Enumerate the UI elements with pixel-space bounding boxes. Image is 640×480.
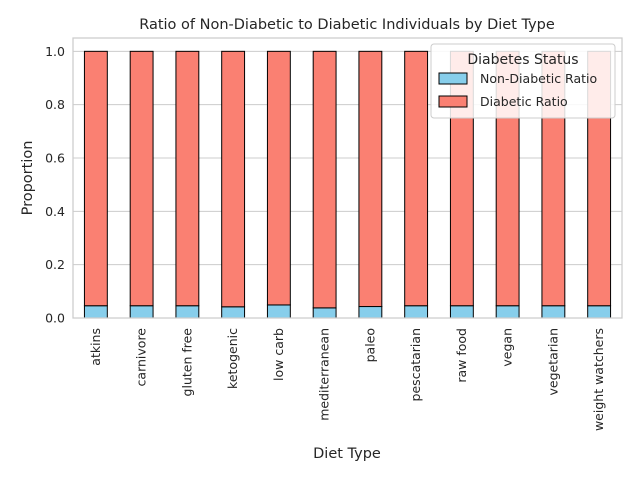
- x-tick-label: weight watchers: [591, 328, 606, 431]
- bar-diabetic: [312, 50, 337, 309]
- legend: Diabetes Status Non-Diabetic Ratio Diabe…: [430, 43, 616, 119]
- legend-label-non-diabetic: Non-Diabetic Ratio: [480, 71, 597, 86]
- x-tick-label: raw food: [454, 328, 469, 383]
- bar-diabetic: [358, 50, 383, 308]
- legend-label-diabetic: Diabetic Ratio: [480, 94, 568, 109]
- bar-non-diabetic: [495, 305, 520, 319]
- y-tick-label: 0.4: [45, 204, 65, 219]
- x-tick-label: carnivore: [134, 328, 149, 387]
- legend-swatch-non-diabetic: [438, 72, 468, 85]
- y-tick-label: 0.2: [45, 257, 65, 272]
- y-tick-label: 0.8: [45, 97, 65, 112]
- bar-non-diabetic: [175, 305, 200, 319]
- bar-non-diabetic: [129, 305, 154, 319]
- y-axis-ticks: 0.0 0.2 0.4 0.6 0.8 1.0: [45, 44, 65, 326]
- bar-diabetic: [175, 50, 200, 307]
- legend-swatch-diabetic: [438, 95, 468, 108]
- x-tick-label: pescatarian: [408, 328, 423, 401]
- x-tick-label: mediterranean: [317, 328, 332, 421]
- bar-non-diabetic: [83, 305, 108, 319]
- x-tick-label: paleo: [362, 328, 377, 362]
- x-tick-label: vegetarian: [545, 328, 560, 395]
- bar-non-diabetic: [449, 305, 474, 319]
- bar-diabetic: [404, 50, 429, 307]
- bar-non-diabetic: [587, 305, 612, 319]
- bar-diabetic: [221, 50, 246, 308]
- bar-non-diabetic: [312, 307, 337, 319]
- x-tick-label: atkins: [88, 328, 103, 366]
- x-tick-label: ketogenic: [225, 328, 240, 389]
- bar-non-diabetic: [358, 306, 383, 319]
- y-tick-label: 0.6: [45, 151, 65, 166]
- bars: [83, 50, 612, 319]
- x-axis-ticks: atkins carnivore gluten free ketogenic low c…: [88, 328, 606, 431]
- bar-non-diabetic: [266, 304, 291, 319]
- bar-diabetic: [129, 50, 154, 307]
- plot-frame: [72, 37, 623, 319]
- bar-diabetic: [266, 50, 291, 306]
- bar-non-diabetic: [541, 305, 566, 319]
- y-axis-label: Proportion: [20, 141, 36, 216]
- y-tick-label: 1.0: [45, 44, 65, 59]
- bar-non-diabetic: [221, 306, 246, 319]
- x-tick-label: gluten free: [179, 328, 194, 397]
- x-tick-label: low carb: [271, 328, 286, 381]
- y-tick-label: 0.0: [45, 311, 65, 326]
- legend-box: [430, 43, 616, 119]
- chart-title: Ratio of Non-Diabetic to Diabetic Indivi…: [139, 17, 555, 33]
- x-tick-label: vegan: [500, 328, 515, 367]
- x-axis-label: Diet Type: [313, 446, 381, 462]
- bar-non-diabetic: [404, 305, 429, 319]
- legend-title: Diabetes Status: [467, 52, 578, 68]
- bar-diabetic: [83, 50, 108, 307]
